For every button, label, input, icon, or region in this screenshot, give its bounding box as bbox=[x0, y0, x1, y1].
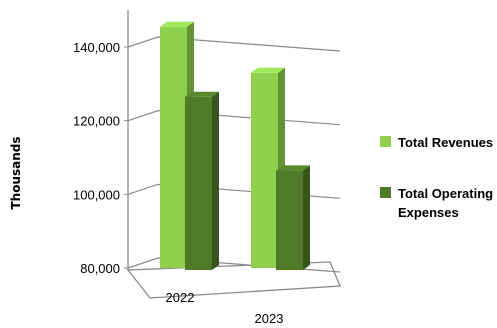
x-tick-label: 2022 bbox=[166, 290, 195, 305]
y-axis-ticks: 80,000 100,000 120,000 140,000 bbox=[73, 40, 128, 276]
bar-side bbox=[212, 91, 219, 270]
bar-side bbox=[303, 165, 310, 270]
legend: Total Revenues Total Operating Expenses bbox=[380, 135, 493, 220]
legend-label: Expenses bbox=[398, 205, 459, 220]
bar-front bbox=[160, 26, 187, 268]
bars bbox=[160, 21, 310, 270]
legend-swatch bbox=[380, 136, 391, 147]
legend-label: Total Operating bbox=[398, 186, 493, 201]
legend-item: Total Operating Expenses bbox=[380, 186, 493, 220]
gridline bbox=[127, 36, 341, 52]
bar-top bbox=[160, 21, 194, 27]
gridline bbox=[127, 110, 341, 126]
bar-front bbox=[251, 72, 278, 269]
bar-top bbox=[251, 67, 285, 73]
bar bbox=[276, 165, 310, 270]
bar-top bbox=[185, 91, 219, 97]
bar-top bbox=[276, 165, 310, 171]
bar bbox=[185, 91, 219, 270]
x-tick-label: 2023 bbox=[255, 311, 284, 326]
chart-floor bbox=[126, 261, 341, 299]
legend-label: Total Revenues bbox=[398, 135, 493, 150]
bar-front bbox=[185, 96, 212, 270]
y-tick-label: 80,000 bbox=[80, 261, 120, 276]
legend-swatch bbox=[380, 187, 391, 198]
bar-front bbox=[276, 170, 303, 270]
y-axis-label: Thousands bbox=[9, 136, 23, 209]
legend-item: Total Revenues bbox=[380, 135, 493, 150]
y-tick-label: 120,000 bbox=[73, 114, 120, 129]
y-tick-label: 140,000 bbox=[73, 40, 120, 55]
y-tick-label: 100,000 bbox=[73, 187, 120, 202]
x-axis-ticks: 2022 2023 bbox=[166, 290, 284, 326]
